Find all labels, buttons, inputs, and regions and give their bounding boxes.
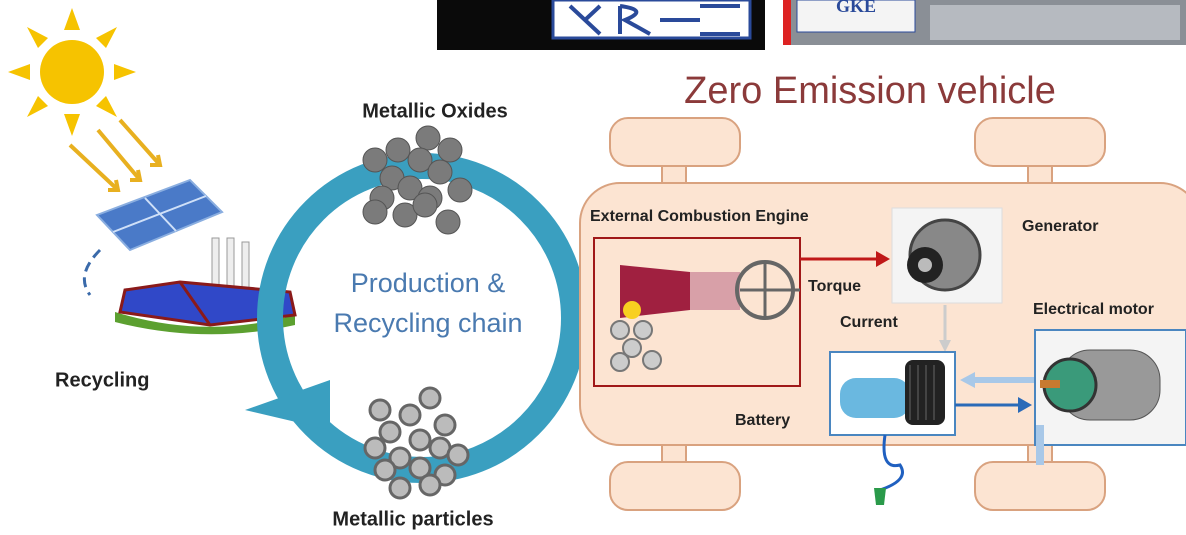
particle: [420, 388, 440, 408]
engine-label: External Combustion Engine: [590, 208, 809, 225]
particle: [428, 160, 452, 184]
diagram: GKE Recycling Metallic Oxides Production…: [0, 0, 1186, 535]
particle: [438, 138, 462, 162]
dashed-arrow: [84, 250, 100, 295]
particle: [435, 415, 455, 435]
motor-icon: [1040, 350, 1160, 420]
top-label: Metallic Oxides: [362, 100, 508, 122]
particle: [390, 478, 410, 498]
cycle-text: Production &: [351, 268, 506, 298]
sun: [8, 8, 136, 136]
current-label: Current: [840, 314, 898, 331]
particle: [436, 210, 460, 234]
recycling-label: Recycling: [55, 369, 149, 391]
plug: [874, 488, 886, 505]
particle: [375, 460, 395, 480]
particle: [448, 445, 468, 465]
torque-label: Torque: [808, 278, 861, 295]
axle: [1036, 425, 1044, 465]
particle: [416, 126, 440, 150]
motor-label: Electrical motor: [1033, 301, 1154, 318]
battery-label: Battery: [735, 412, 790, 429]
particle: [386, 138, 410, 162]
particle: [400, 405, 420, 425]
particle: [365, 438, 385, 458]
bottom-label: Metallic particles: [332, 508, 493, 530]
vehicle-title: Zero Emission vehicle: [684, 70, 1056, 112]
particle: [413, 193, 437, 217]
logo-text: GKE: [836, 0, 876, 16]
particle: [370, 400, 390, 420]
particle: [420, 475, 440, 495]
generator-icon: [907, 220, 980, 290]
particle: [380, 422, 400, 442]
particle: [410, 430, 430, 450]
banner-machine: [930, 5, 1180, 40]
particle: [363, 148, 387, 172]
generator-label: Generator: [1022, 218, 1098, 235]
particle: [448, 178, 472, 202]
sun-rays: [70, 120, 160, 190]
banner-stripe: [783, 0, 791, 45]
particle: [363, 200, 387, 224]
cycle-text: Recycling chain: [333, 308, 522, 338]
